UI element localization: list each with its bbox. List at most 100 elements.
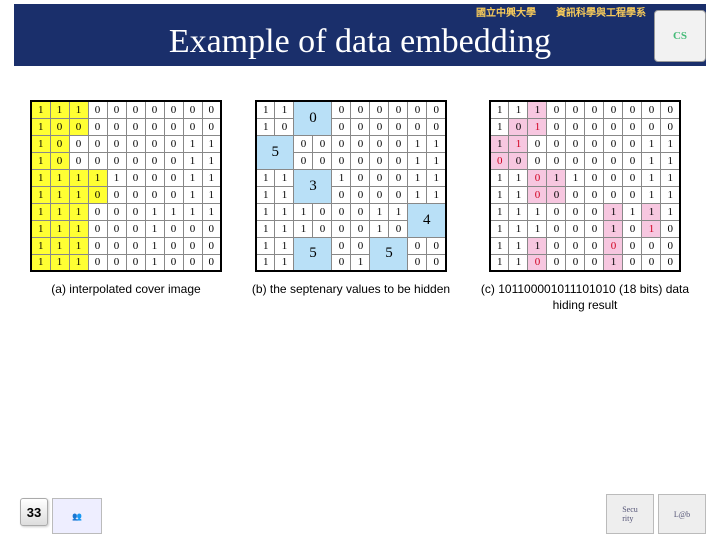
grid-cell: 1 bbox=[427, 135, 446, 152]
grid-cell: 1 bbox=[275, 254, 294, 271]
grid-cell: 0 bbox=[547, 237, 566, 254]
grid-cell: 1 bbox=[661, 169, 680, 186]
grid-cell: 0 bbox=[351, 220, 370, 237]
grid-cell: 0 bbox=[585, 186, 604, 203]
grid-cell: 1 bbox=[528, 237, 547, 254]
grid-cell: 0 bbox=[126, 118, 145, 135]
grid-cell: 0 bbox=[313, 135, 332, 152]
grid-cell: 1 bbox=[661, 203, 680, 220]
grid-b-wrap: 1100000001000000050000001100000011113100… bbox=[252, 100, 450, 313]
grid-cell: 0 bbox=[642, 118, 661, 135]
grid-cell: 0 bbox=[642, 254, 661, 271]
lab-logo: L@b bbox=[658, 494, 706, 534]
grid-cell: 0 bbox=[107, 135, 126, 152]
grid-cell: 0 bbox=[145, 101, 164, 118]
grid-cell: 1 bbox=[408, 135, 427, 152]
grid-cell: 0 bbox=[202, 101, 221, 118]
grid-cell: 0 bbox=[351, 169, 370, 186]
grid-cell: 1 bbox=[408, 186, 427, 203]
grid-cell: 0 bbox=[88, 203, 107, 220]
grid-cell: 0 bbox=[126, 203, 145, 220]
grid-cell: 0 bbox=[427, 237, 446, 254]
grid-cell: 1 bbox=[202, 203, 221, 220]
grid-cell: 0 bbox=[370, 118, 389, 135]
grid-cell: 0 bbox=[88, 237, 107, 254]
grid-c: 1110000000101000000011000000110000000011… bbox=[489, 100, 681, 272]
grid-cell: 0 bbox=[547, 135, 566, 152]
grid-cell: 0 bbox=[623, 101, 642, 118]
grid-cell: 1 bbox=[256, 118, 275, 135]
grid-cell: 1 bbox=[50, 169, 69, 186]
grid-cell: 0 bbox=[107, 152, 126, 169]
grid-cell: 0 bbox=[604, 186, 623, 203]
grid-cell: 0 bbox=[370, 101, 389, 118]
grid-cell: 0 bbox=[164, 169, 183, 186]
grid-cell: 0 bbox=[164, 237, 183, 254]
page-title: Example of data embedding bbox=[169, 23, 551, 61]
grid-a: 1110000000100000000010000000111000000011… bbox=[30, 100, 222, 272]
grid-cell: 1 bbox=[256, 203, 275, 220]
grid-cell: 1 bbox=[642, 152, 661, 169]
grid-cell: 0 bbox=[126, 101, 145, 118]
grid-cell: 0 bbox=[294, 152, 313, 169]
grid-cell: 1 bbox=[275, 220, 294, 237]
grid-cell: 5 bbox=[370, 237, 408, 271]
grid-cell: 1 bbox=[642, 220, 661, 237]
grid-cell: 0 bbox=[332, 186, 351, 203]
grid-cell: 0 bbox=[351, 203, 370, 220]
grid-cell: 0 bbox=[408, 101, 427, 118]
grid-cell: 0 bbox=[585, 220, 604, 237]
grid-cell: 0 bbox=[50, 135, 69, 152]
grid-cell: 1 bbox=[528, 220, 547, 237]
grid-cell: 0 bbox=[623, 237, 642, 254]
grid-cell: 0 bbox=[585, 169, 604, 186]
grid-cell: 1 bbox=[604, 220, 623, 237]
grid-cell: 1 bbox=[145, 254, 164, 271]
grid-cell: 0 bbox=[332, 118, 351, 135]
grid-cell: 0 bbox=[294, 101, 332, 135]
grid-cell: 1 bbox=[256, 254, 275, 271]
grid-cell: 0 bbox=[623, 152, 642, 169]
grid-cell: 0 bbox=[332, 237, 351, 254]
grid-cell: 0 bbox=[661, 254, 680, 271]
grid-cell: 1 bbox=[408, 169, 427, 186]
grid-cell: 1 bbox=[183, 169, 202, 186]
grid-cell: 0 bbox=[661, 220, 680, 237]
grid-cell: 0 bbox=[88, 152, 107, 169]
grid-cell: 0 bbox=[642, 101, 661, 118]
grid-cell: 1 bbox=[509, 101, 528, 118]
grid-cell: 0 bbox=[126, 169, 145, 186]
grid-cell: 0 bbox=[183, 220, 202, 237]
grid-cell: 0 bbox=[126, 220, 145, 237]
grid-cell: 1 bbox=[31, 203, 50, 220]
grid-cell: 0 bbox=[69, 135, 88, 152]
grid-cell: 1 bbox=[31, 101, 50, 118]
grid-cell: 0 bbox=[623, 220, 642, 237]
grid-cell: 1 bbox=[183, 203, 202, 220]
grid-cell: 1 bbox=[256, 220, 275, 237]
grid-cell: 0 bbox=[351, 186, 370, 203]
grid-cell: 1 bbox=[661, 135, 680, 152]
grid-cell: 1 bbox=[509, 203, 528, 220]
grid-cell: 1 bbox=[69, 101, 88, 118]
grid-cell: 0 bbox=[88, 118, 107, 135]
grid-cell: 0 bbox=[566, 254, 585, 271]
grid-cell: 1 bbox=[69, 254, 88, 271]
grid-cell: 1 bbox=[389, 203, 408, 220]
title-bar: Example of data embedding bbox=[14, 18, 706, 66]
grid-cell: 0 bbox=[566, 101, 585, 118]
grid-cell: 0 bbox=[145, 186, 164, 203]
grid-cell: 0 bbox=[145, 152, 164, 169]
grid-cell: 0 bbox=[164, 118, 183, 135]
grid-cell: 0 bbox=[370, 169, 389, 186]
grid-cell: 0 bbox=[107, 237, 126, 254]
grid-cell: 0 bbox=[107, 186, 126, 203]
grid-cell: 0 bbox=[528, 186, 547, 203]
grid-cell: 0 bbox=[604, 118, 623, 135]
grid-cell: 0 bbox=[528, 254, 547, 271]
grid-cell: 0 bbox=[509, 152, 528, 169]
grid-cell: 0 bbox=[183, 101, 202, 118]
grid-cell: 1 bbox=[604, 203, 623, 220]
grid-cell: 0 bbox=[547, 203, 566, 220]
grid-cell: 1 bbox=[528, 203, 547, 220]
